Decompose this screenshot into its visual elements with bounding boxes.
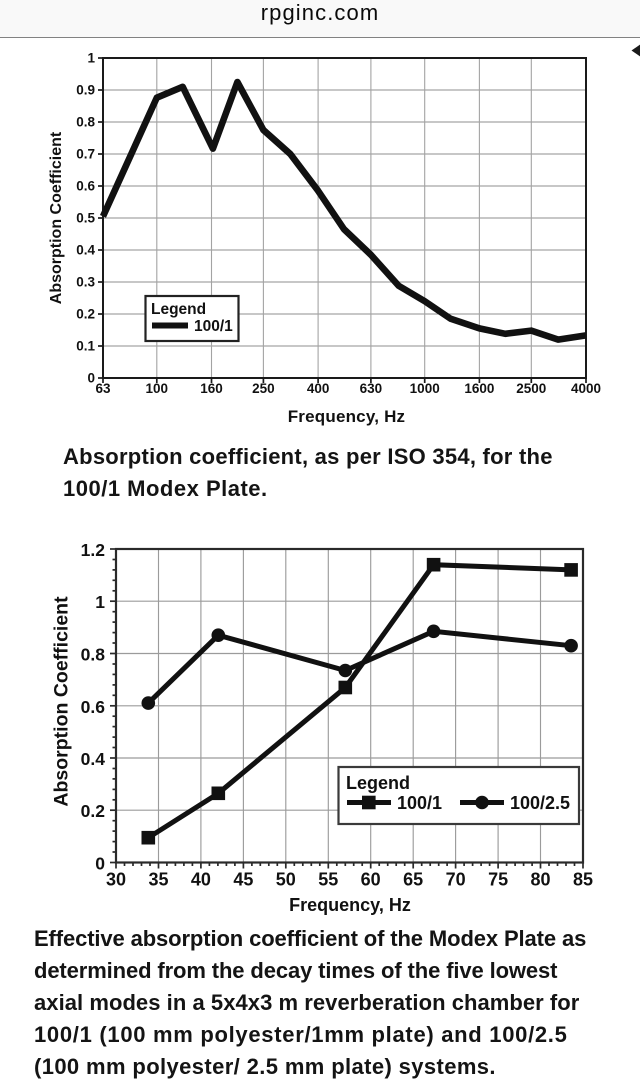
- svg-text:1.2: 1.2: [81, 540, 106, 560]
- svg-text:400: 400: [307, 381, 330, 396]
- svg-text:45: 45: [233, 870, 253, 890]
- svg-text:0.6: 0.6: [76, 179, 95, 194]
- svg-text:160: 160: [200, 381, 223, 396]
- svg-text:Legend: Legend: [346, 773, 410, 793]
- svg-text:100/2.5: 100/2.5: [510, 793, 570, 813]
- svg-text:0.6: 0.6: [81, 697, 106, 717]
- svg-text:0.4: 0.4: [76, 243, 95, 258]
- svg-text:70: 70: [446, 870, 466, 890]
- svg-text:250: 250: [252, 381, 275, 396]
- svg-text:0.8: 0.8: [76, 115, 95, 130]
- svg-text:50: 50: [276, 870, 296, 890]
- svg-text:40: 40: [191, 870, 211, 890]
- svg-text:0.9: 0.9: [76, 83, 95, 98]
- svg-text:0.2: 0.2: [81, 801, 106, 821]
- svg-text:35: 35: [148, 870, 168, 890]
- svg-text:Absorption Coefficient: Absorption Coefficient: [51, 596, 73, 807]
- svg-text:85: 85: [573, 870, 593, 890]
- svg-text:Legend: Legend: [151, 301, 206, 318]
- svg-text:60: 60: [361, 870, 381, 890]
- svg-text:100/1: 100/1: [194, 318, 233, 335]
- svg-text:0.1: 0.1: [76, 339, 95, 354]
- svg-text:55: 55: [318, 870, 338, 890]
- svg-text:1600: 1600: [464, 381, 494, 396]
- svg-text:2500: 2500: [516, 381, 546, 396]
- svg-text:0: 0: [87, 371, 95, 386]
- svg-text:0.2: 0.2: [76, 307, 95, 322]
- svg-text:0.5: 0.5: [76, 211, 95, 226]
- svg-text:Frequency, Hz: Frequency, Hz: [288, 407, 406, 426]
- svg-text:65: 65: [403, 870, 423, 890]
- svg-text:0.3: 0.3: [76, 275, 95, 290]
- svg-text:4000: 4000: [571, 381, 601, 396]
- svg-text:0.4: 0.4: [81, 749, 106, 769]
- svg-text:0: 0: [95, 854, 105, 874]
- svg-text:75: 75: [488, 870, 508, 890]
- svg-text:100: 100: [146, 381, 169, 396]
- svg-text:80: 80: [530, 870, 550, 890]
- svg-text:63: 63: [95, 381, 111, 396]
- svg-text:1: 1: [87, 51, 95, 66]
- svg-text:30: 30: [106, 870, 126, 890]
- svg-text:Frequency, Hz: Frequency, Hz: [289, 895, 411, 915]
- svg-text:0.8: 0.8: [81, 645, 106, 665]
- svg-text:630: 630: [360, 381, 383, 396]
- svg-text:100/1: 100/1: [397, 793, 442, 813]
- svg-text:Absorption Coefficient: Absorption Coefficient: [48, 131, 65, 304]
- svg-text:1: 1: [95, 592, 105, 612]
- svg-text:0.7: 0.7: [76, 147, 95, 162]
- svg-text:1000: 1000: [410, 381, 440, 396]
